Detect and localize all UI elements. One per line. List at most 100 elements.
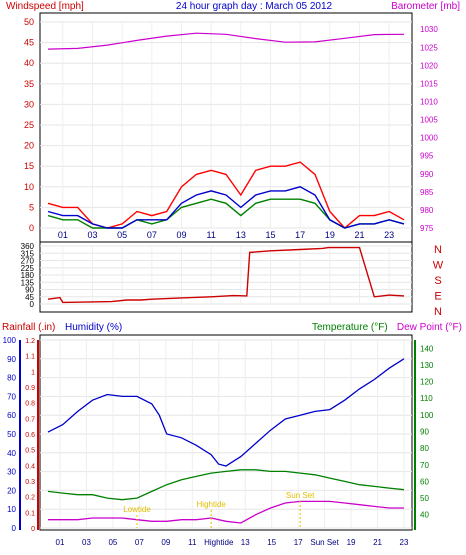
rain-tick: 0.8 xyxy=(25,401,35,408)
wind-x-tick: 13 xyxy=(236,230,246,240)
rain-tick: 0.7 xyxy=(25,416,35,423)
humidity-tick: 20 xyxy=(7,486,16,495)
humidity-x-tick: Sun Set xyxy=(310,538,339,547)
wind-x-tick: 05 xyxy=(117,230,127,240)
wind-left-label: Windspeed [mph] xyxy=(6,1,84,12)
rain-tick: 0.5 xyxy=(25,448,35,455)
humidity-x-tick: 11 xyxy=(188,538,197,547)
temperature-tick: 70 xyxy=(420,461,429,470)
humidity-temp-panel: Rainfall (.in) Humidity (%) Temperature … xyxy=(2,322,462,547)
rain-tick: 1 xyxy=(31,369,35,376)
humidity-label: Humidity (%) xyxy=(65,322,122,333)
wind-right-label: Barometer [mb] xyxy=(391,1,460,12)
rain-tick: 0.1 xyxy=(25,510,35,517)
wind-right-tick: 985 xyxy=(420,188,434,197)
direction-compass-label: N xyxy=(434,244,442,256)
dewpoint-label: Dew Point (°F) xyxy=(397,322,462,333)
direction-series-direction xyxy=(47,246,405,304)
wind-right-tick: 1010 xyxy=(420,98,438,107)
wind-title: 24 hour graph day : March 05 2012 xyxy=(176,1,333,12)
wind-x-tick: 09 xyxy=(176,230,186,240)
humidity-tick: 30 xyxy=(7,468,16,477)
humidity-tick: 60 xyxy=(7,411,16,420)
wind-x-tick: 07 xyxy=(147,230,157,240)
rain-tick: 0.4 xyxy=(25,463,35,470)
direction-left-tick: 0 xyxy=(30,300,35,309)
humidity-tick: 10 xyxy=(7,505,16,514)
wind-left-tick: 20 xyxy=(24,141,34,151)
humidity-x-tick: 21 xyxy=(373,538,382,547)
temperature-tick: 120 xyxy=(420,378,434,387)
humidity-tick: 90 xyxy=(7,355,16,364)
rain-tick: 1.2 xyxy=(25,338,35,345)
wind-right-tick: 1020 xyxy=(420,61,438,70)
temperature-tick: 50 xyxy=(420,494,429,503)
wind-right-tick: 1000 xyxy=(420,134,438,143)
humidity-series-humidity xyxy=(47,358,405,467)
wind-x-tick: 15 xyxy=(265,230,275,240)
humidity-tick: 70 xyxy=(7,392,16,401)
temperature-tick: 80 xyxy=(420,444,429,453)
wind-right-tick: 975 xyxy=(420,224,434,233)
humidity-x-tick: 07 xyxy=(135,538,144,547)
humidity-tick: 40 xyxy=(7,449,16,458)
direction-compass-label: S xyxy=(434,275,441,287)
wind-x-tick: 21 xyxy=(354,230,364,240)
temperature-tick: 110 xyxy=(420,394,433,403)
humidity-temp-plot-frame xyxy=(39,334,413,531)
wind-x-tick: 19 xyxy=(325,230,335,240)
wind-right-tick: 995 xyxy=(420,152,434,161)
rain-tick: 0.2 xyxy=(25,495,35,502)
wind-right-tick: 1030 xyxy=(420,25,438,34)
direction-compass-label: N xyxy=(434,306,442,318)
humidity-x-tick: 23 xyxy=(400,538,409,547)
wind-left-tick: 35 xyxy=(24,79,34,89)
wind-left-tick: 50 xyxy=(24,17,34,27)
humidity-x-tick: 09 xyxy=(161,538,170,547)
direction-left-tick: 270 xyxy=(21,257,35,266)
rain-tick: 0 xyxy=(31,526,35,533)
wind-series-average xyxy=(47,186,405,229)
direction-plot-frame xyxy=(39,241,413,313)
temperature-tick: 100 xyxy=(420,411,434,420)
wind-panel: Windspeed [mph] 24 hour graph day : Marc… xyxy=(6,1,460,243)
rain-label: Rainfall (.in) xyxy=(2,322,55,333)
temperature-tick: 140 xyxy=(420,344,434,353)
temperature-tick: 90 xyxy=(420,428,429,437)
rain-tick: 1.1 xyxy=(25,354,35,361)
humidity-x-tick: Hightide xyxy=(204,538,234,547)
direction-left-tick: 180 xyxy=(21,271,35,280)
temperature-tick: 40 xyxy=(420,511,429,520)
wind-x-tick: 11 xyxy=(206,230,215,240)
humidity-tick: 80 xyxy=(7,374,16,383)
humidity-x-tick: 05 xyxy=(108,538,117,547)
tide-sun-annotation: Lowtide xyxy=(123,505,151,514)
rain-tick: 0.6 xyxy=(25,432,35,439)
humidity-tick: 0 xyxy=(12,524,17,533)
humidity-x-tick: 03 xyxy=(82,538,91,547)
wind-series-barometer xyxy=(47,32,405,50)
humidity-x-tick: 19 xyxy=(347,538,356,547)
wind-right-tick: 990 xyxy=(420,170,434,179)
tide-sun-annotation: Hightide xyxy=(196,500,226,509)
wind-left-tick: 45 xyxy=(24,38,34,48)
direction-left-tick: 90 xyxy=(25,286,34,295)
direction-left-tick: 360 xyxy=(21,242,35,251)
wind-left-tick: 25 xyxy=(24,120,34,130)
wind-right-tick: 1005 xyxy=(420,116,438,125)
tide-sun-annotation: Sun Set xyxy=(286,491,315,500)
wind-right-tick: 1025 xyxy=(420,43,438,52)
temperature-tick: 60 xyxy=(420,477,429,486)
humidity-x-tick: 01 xyxy=(56,538,65,547)
direction-left-tick: 315 xyxy=(21,249,35,258)
direction-left-tick: 45 xyxy=(25,293,34,302)
wind-left-tick: 5 xyxy=(29,202,34,212)
rain-tick: 0.9 xyxy=(25,385,35,392)
humidity-series-dewpoint xyxy=(48,500,404,524)
temperature-label: Temperature (°F) xyxy=(312,322,388,333)
direction-compass-label: E xyxy=(434,291,441,303)
direction-compass-label: W xyxy=(433,260,444,272)
humidity-x-tick: 15 xyxy=(267,538,276,547)
wind-left-tick: 15 xyxy=(24,161,34,171)
